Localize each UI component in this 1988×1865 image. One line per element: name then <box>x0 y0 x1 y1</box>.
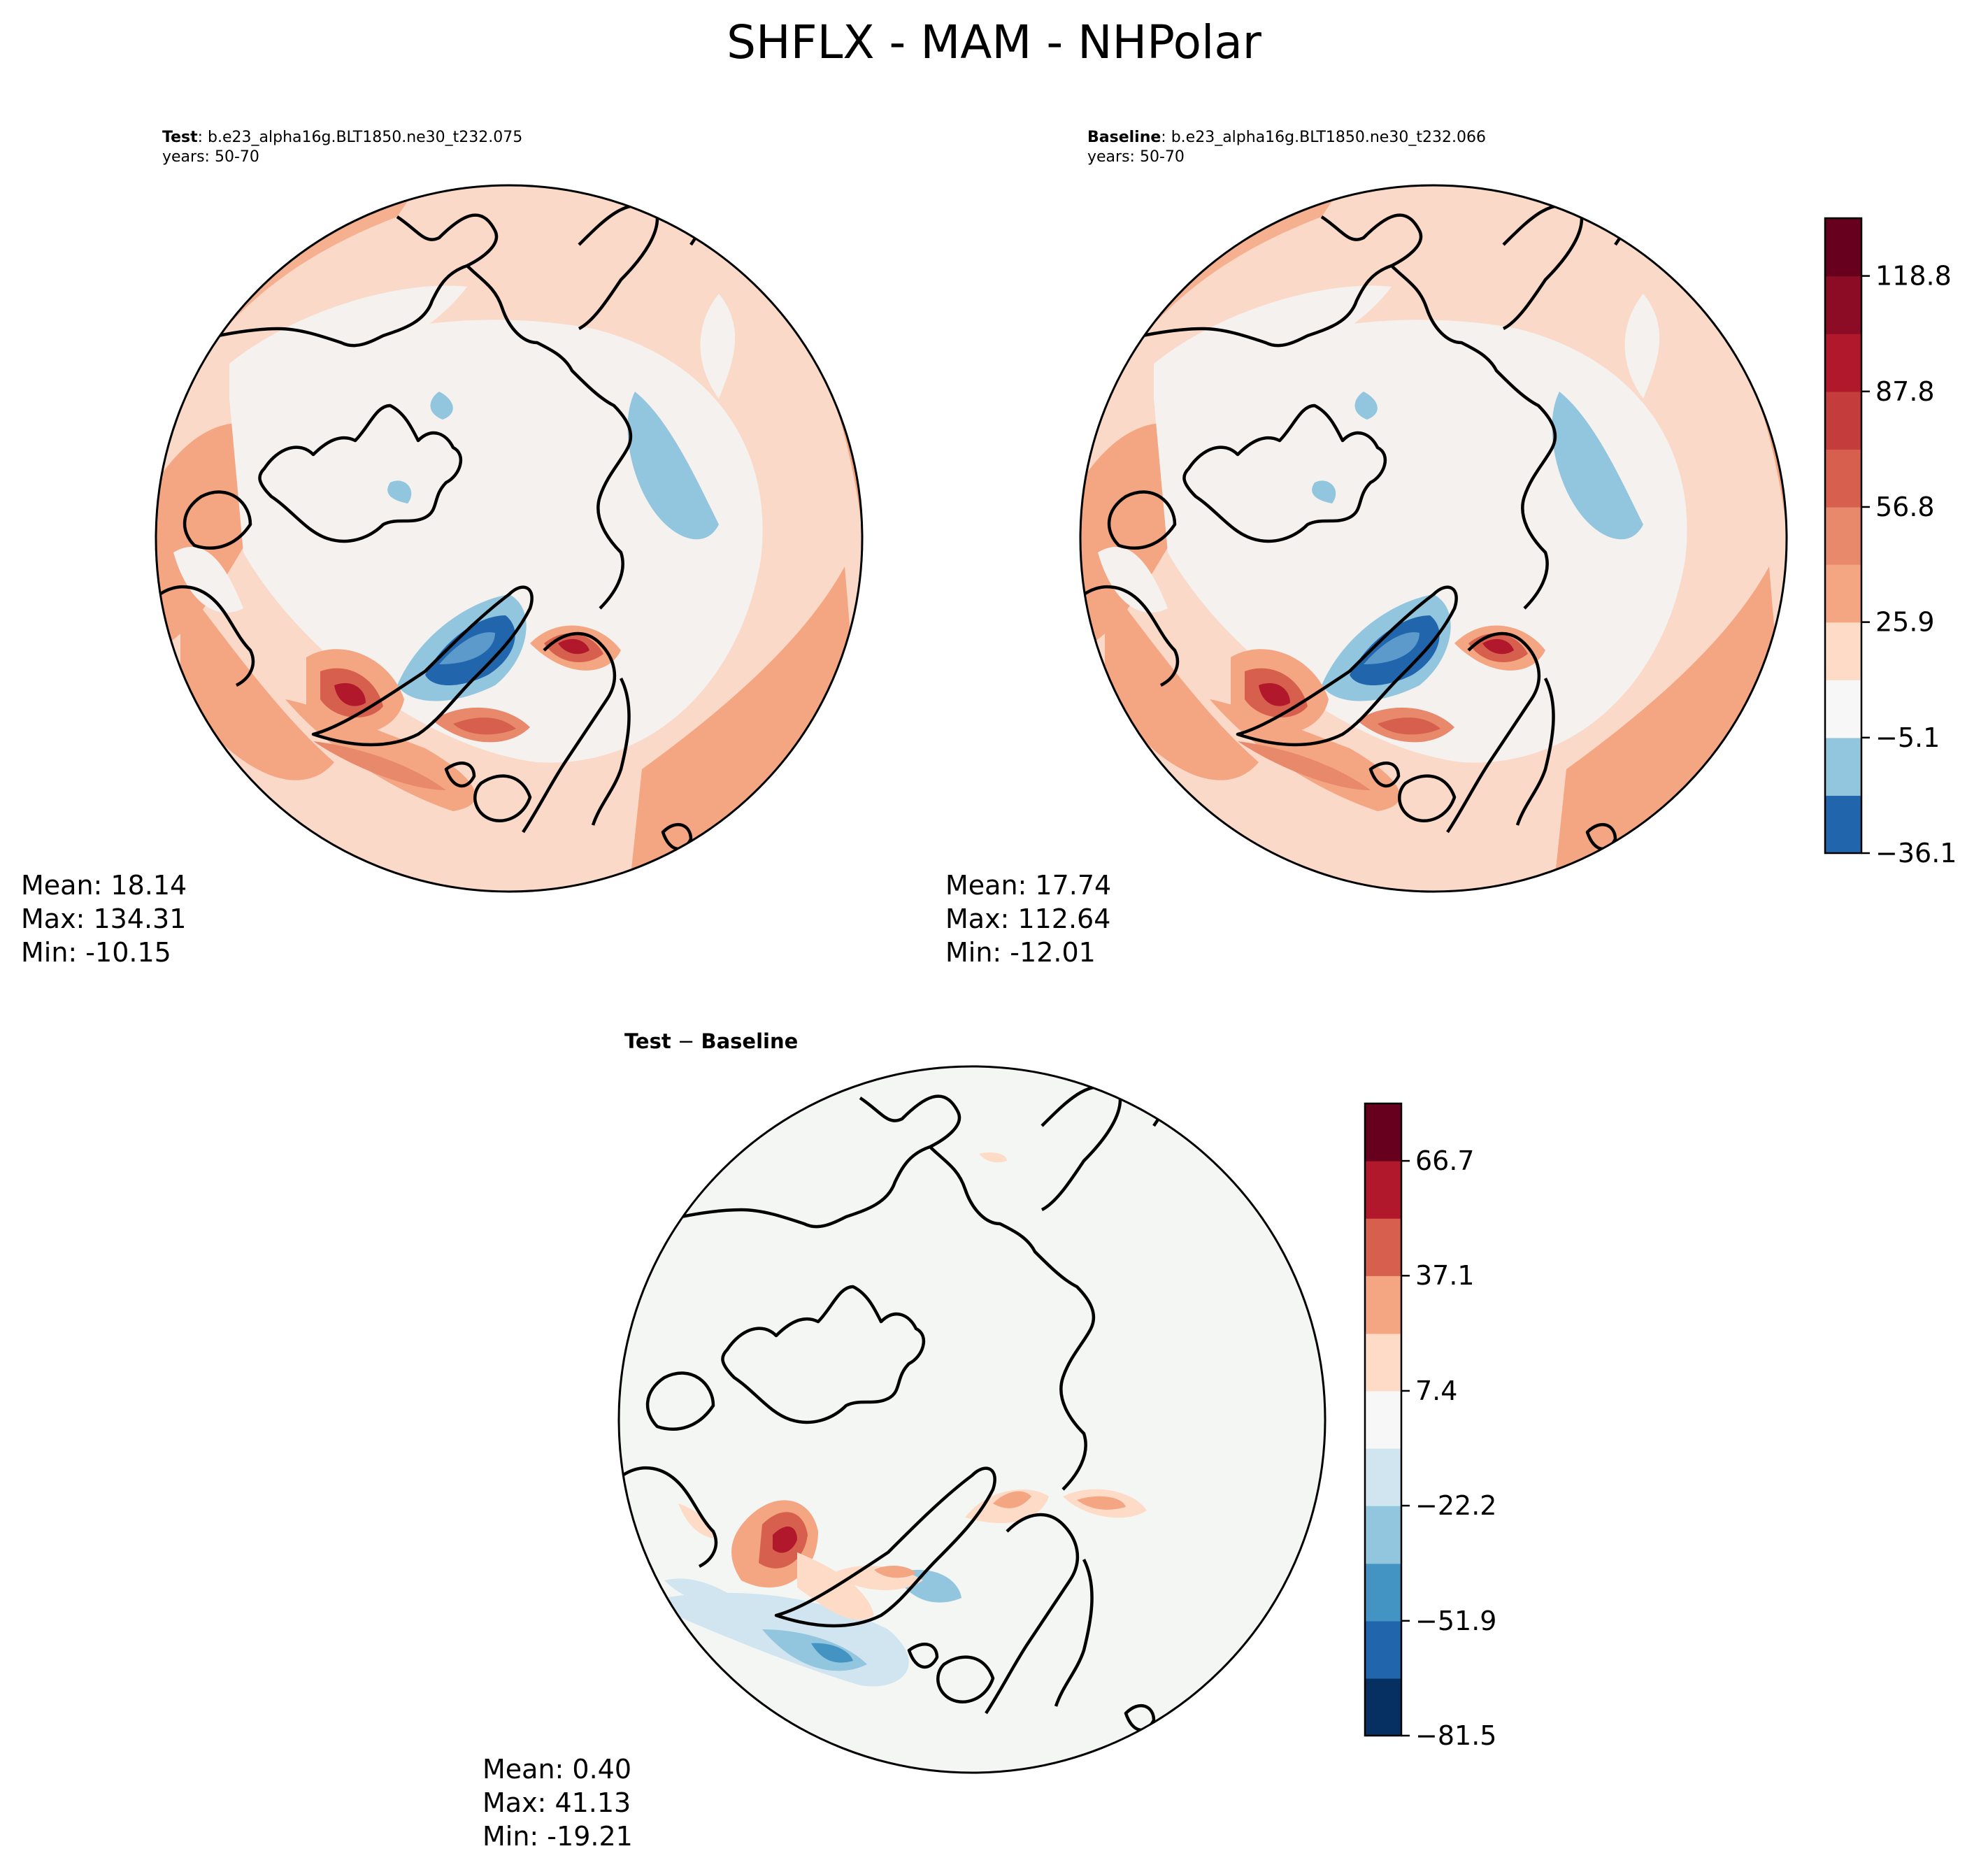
diff-title-bold2: Baseline <box>701 1029 799 1053</box>
colorbar-abs-swatch <box>1825 506 1861 565</box>
diff-max: Max: 41.13 <box>482 1787 631 1818</box>
colorbar-abs-swatch <box>1825 795 1861 854</box>
colorbar-abs-swatch <box>1825 622 1861 680</box>
test-title-bold: Test <box>162 129 198 146</box>
colorbar-diff-swatch <box>1365 1161 1401 1219</box>
diff-panel-title: Test − Baseline <box>624 1029 798 1053</box>
test-map <box>155 184 864 893</box>
colorbar-diff-tick-label: 37.1 <box>1415 1260 1475 1291</box>
colorbar-abs-frame <box>1824 217 1863 855</box>
test-title-years: years: 50-70 <box>162 148 259 166</box>
baseline-stats: Mean: 17.74 Max: 112.64 Min: -12.01 <box>945 869 1111 969</box>
colorbar-abs-swatch <box>1825 680 1861 738</box>
colorbar-diff-swatch <box>1365 1620 1401 1679</box>
colorbar-diff-tick-label: −22.2 <box>1415 1490 1496 1521</box>
test-min: Min: -10.15 <box>21 937 171 968</box>
baseline-title-years: years: 50-70 <box>1087 148 1185 166</box>
baseline-min: Min: -12.01 <box>945 937 1096 968</box>
colorbar-abs-swatch <box>1825 218 1861 277</box>
colorbar-diff-swatch <box>1365 1276 1401 1334</box>
colorbar-abs-swatch <box>1825 391 1861 450</box>
baseline-panel-title: Baseline: b.e23_alpha16g.BLT1850.ne30_t2… <box>1087 128 1486 167</box>
colorbar-diff-swatch <box>1365 1448 1401 1506</box>
colorbar-diff-swatch <box>1365 1103 1401 1162</box>
colorbar-abs-tick-label: 56.8 <box>1875 492 1935 522</box>
colorbar-diff-tick-label: −51.9 <box>1415 1606 1496 1636</box>
diff-min: Min: -19.21 <box>482 1821 633 1852</box>
colorbar-diff-swatch <box>1365 1218 1401 1276</box>
colorbar-abs-tick-label: 118.8 <box>1875 261 1952 292</box>
colorbar-abs-swatch <box>1825 564 1861 623</box>
colorbar-abs-swatch <box>1825 449 1861 508</box>
test-max: Max: 134.31 <box>21 903 187 934</box>
colorbar-abs-swatch <box>1825 276 1861 334</box>
test-field <box>156 185 862 892</box>
baseline-map-border <box>1079 184 1788 893</box>
colorbar-diff-tick-label: 66.7 <box>1415 1145 1475 1176</box>
colorbar-diff-tick-label: −81.5 <box>1415 1720 1496 1751</box>
colorbar-abs-tick-label: 25.9 <box>1875 607 1935 638</box>
baseline-max: Max: 112.64 <box>945 903 1111 934</box>
test-stats: Mean: 18.14 Max: 134.31 Min: -10.15 <box>21 869 187 969</box>
diff-mean: Mean: 0.40 <box>482 1754 632 1785</box>
test-map-border <box>155 184 864 893</box>
diff-title-sep: − <box>671 1029 701 1053</box>
baseline-mean: Mean: 17.74 <box>945 870 1112 901</box>
test-mean: Mean: 18.14 <box>21 870 187 901</box>
baseline-map <box>1079 184 1788 893</box>
colorbar-abs-tick-label: −36.1 <box>1875 838 1957 869</box>
baseline-title-bold: Baseline <box>1087 129 1161 146</box>
baseline-field <box>1080 185 1787 892</box>
diff-field <box>619 1066 1325 1773</box>
colorbar-abs: −36.1 −5.1 25.9 56.8 87.8 118.8 <box>1824 217 1957 869</box>
colorbar-diff-swatch <box>1365 1563 1401 1622</box>
colorbar-diff-tick-label: 7.4 <box>1415 1375 1457 1406</box>
diff-stats: Mean: 0.40 Max: 41.13 Min: -19.21 <box>482 1752 633 1853</box>
colorbar-diff-swatch <box>1365 1333 1401 1392</box>
colorbar-abs-swatch <box>1825 737 1861 796</box>
colorbar-abs-tick-label: −5.1 <box>1875 722 1940 753</box>
diff-map-border <box>617 1065 1326 1774</box>
colorbar-diff-frame <box>1364 1102 1403 1737</box>
diff-map <box>617 1065 1326 1774</box>
figure-title: SHFLX - MAM - NHPolar <box>727 15 1261 69</box>
colorbar-diff-swatch <box>1365 1506 1401 1564</box>
colorbar-abs-tick-label: 87.8 <box>1875 376 1935 407</box>
diff-title-bold: Test <box>624 1029 671 1053</box>
colorbar-abs-swatch <box>1825 334 1861 392</box>
baseline-title-case: : b.e23_alpha16g.BLT1850.ne30_t232.066 <box>1161 129 1486 146</box>
colorbar-diff: −81.5 −51.9 −22.2 7.4 37.1 66.7 <box>1364 1102 1496 1751</box>
colorbar-diff-swatch <box>1365 1678 1401 1736</box>
test-panel-title: Test: b.e23_alpha16g.BLT1850.ne30_t232.0… <box>162 128 522 167</box>
test-title-case: : b.e23_alpha16g.BLT1850.ne30_t232.075 <box>197 129 523 146</box>
colorbar-diff-swatch <box>1365 1390 1401 1449</box>
